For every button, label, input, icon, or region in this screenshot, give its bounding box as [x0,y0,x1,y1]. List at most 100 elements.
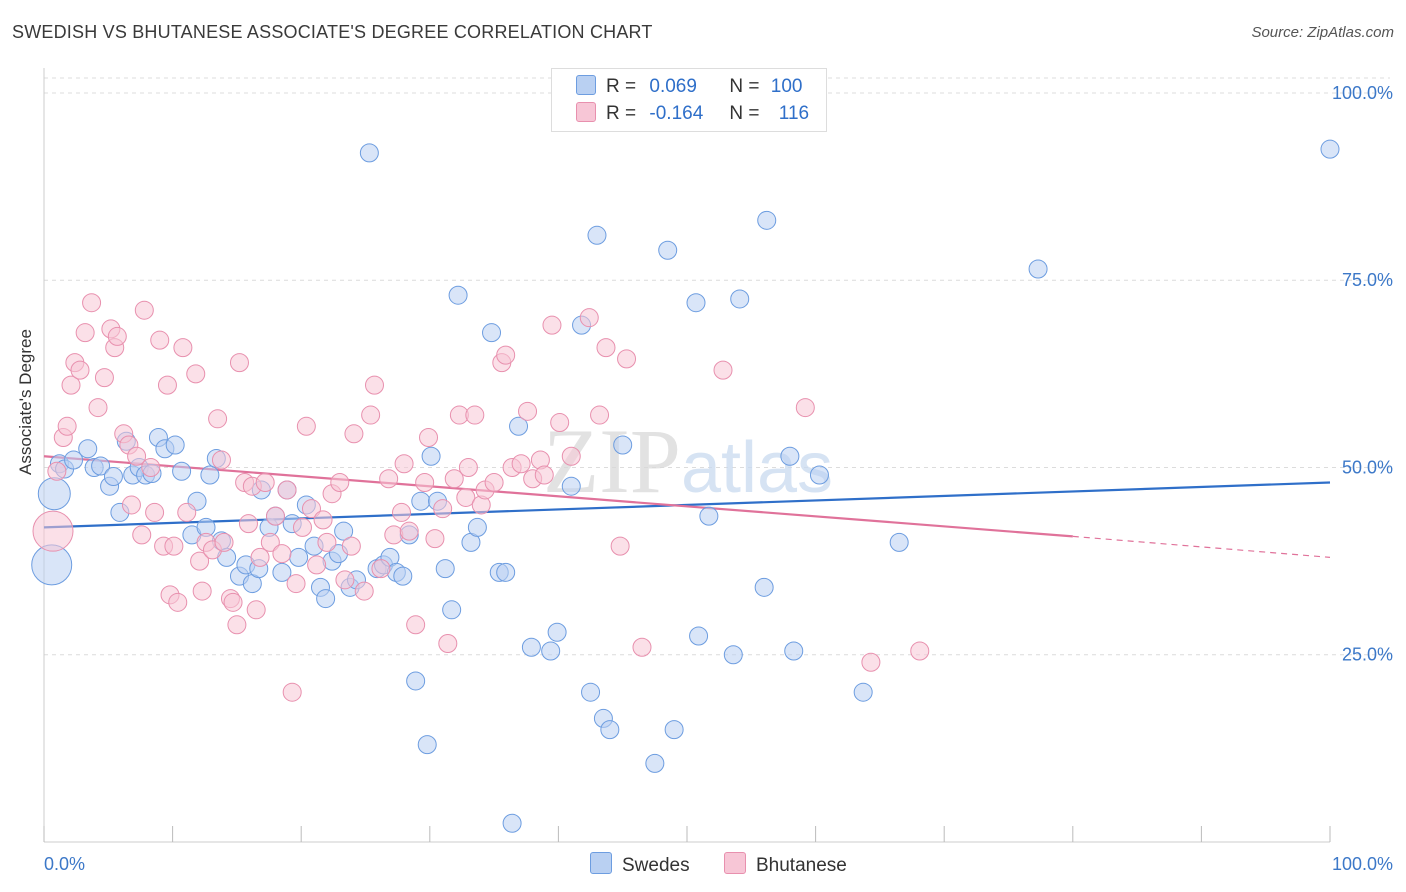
bhutanese-point [127,446,147,466]
swedes-point [467,517,487,537]
swedes-point [889,532,909,552]
legend-item-swedes[interactable]: Swedes [590,852,690,877]
swedes-point [64,450,84,470]
r-value-bhutanese: -0.164 [649,103,704,124]
bhutanese-point [32,510,74,552]
swedes-point [509,416,529,436]
bhutanese-point [282,682,302,702]
swedes-point [587,225,607,245]
bhutanese-point [406,615,426,635]
stats-row-bhutanese: R = -0.164 N = 116 [576,102,809,125]
bhutanese-point [307,555,327,575]
n-label: N = [729,76,760,97]
legend-label-bhutanese: Bhutanese [756,855,847,876]
legend-item-bhutanese[interactable]: Bhutanese [724,852,847,877]
bhutanese-point [542,315,562,335]
swedes-point [689,626,709,646]
bhutanese-point [238,514,258,534]
swedes-point [482,323,502,343]
bhutanese-point [330,472,350,492]
swedes-point [289,547,309,567]
swedes-point [165,435,185,455]
x-tick-label: 0.0% [44,854,85,874]
bhutanese-point [246,600,266,620]
n-label: N = [729,103,760,124]
bhutanese-point [168,592,188,612]
bhutanese-point [265,506,285,526]
swedes-point [448,285,468,305]
swedes-point [435,559,455,579]
swedes-point [547,622,567,642]
tick-labels: 100.0% 75.0% 50.0% 25.0% 0.0% 100.0% [44,83,1393,874]
bhutanese-point [910,641,930,661]
swedes-point [521,637,541,657]
bhutanese-point [173,338,193,358]
swedes-point [200,465,220,485]
bhutanese-point [157,375,177,395]
bhutanese-point [292,517,312,537]
swedes-point [37,477,71,511]
bhutanese-point [496,345,516,365]
bhutanese-point [458,457,478,477]
swedes-point [561,476,581,496]
bhutanese-point [610,536,630,556]
bhutanese-point [534,465,554,485]
bhutanese-point [415,472,435,492]
bhutanese-point [296,416,316,436]
swedes-point [664,720,684,740]
r-label: R = [606,103,637,124]
bhutanese-point [433,499,453,519]
swedes-point [757,210,777,230]
bhutanese-point [301,499,321,519]
bhutanese-point [134,300,154,320]
bhutanese-point [177,502,197,522]
legend-label-swedes: Swedes [622,855,690,876]
bhutanese-point [47,461,67,481]
bhutanese-point [214,532,234,552]
bhutanese-point [399,521,419,541]
swedes-point [417,735,437,755]
bhutanese-swatch [576,102,596,122]
swedes-point [686,293,706,313]
bhutanese-point [145,502,165,522]
bhutanese-point [272,544,292,564]
bhutanese-point [260,532,280,552]
swedes-point [103,466,123,486]
bhutanese-point [361,405,381,425]
bhutanese-point [438,634,458,654]
swedes-point [581,682,601,702]
bhutanese-point [511,454,531,474]
swedes-point [723,645,743,665]
swedes-point [809,465,829,485]
bhutanese-point [335,570,355,590]
bhutanese-point [57,416,77,436]
bhutanese-point [632,637,652,657]
n-value-bhutanese: 116 [778,103,810,124]
bhutanese-point [255,472,275,492]
bhutanese-point [313,510,333,530]
bhutanese-point [550,413,570,433]
y-tick-label: 50.0% [1342,457,1393,477]
bhutanese-point [713,360,733,380]
swedes-point [699,506,719,526]
y-tick-label: 100.0% [1332,83,1393,103]
swedes-point [853,682,873,702]
r-value-swedes: 0.069 [649,76,697,97]
swedes-point [730,289,750,309]
swedes-point [600,720,620,740]
swedes-point [359,143,379,163]
bhutanese-point [317,532,337,552]
y-tick-label: 25.0% [1342,645,1393,665]
bhutanese-point [425,529,445,549]
bhutanese-point [444,469,464,489]
bhutanese-point [596,338,616,358]
swedes-point [406,671,426,691]
swedes-point [91,456,111,476]
bhutanese-point [121,495,141,515]
bhutanese-point [277,480,297,500]
swedes-point [421,446,441,466]
bhutanese-point [286,574,306,594]
bhutanese-point [94,368,114,388]
bhutanese-point [107,326,127,346]
